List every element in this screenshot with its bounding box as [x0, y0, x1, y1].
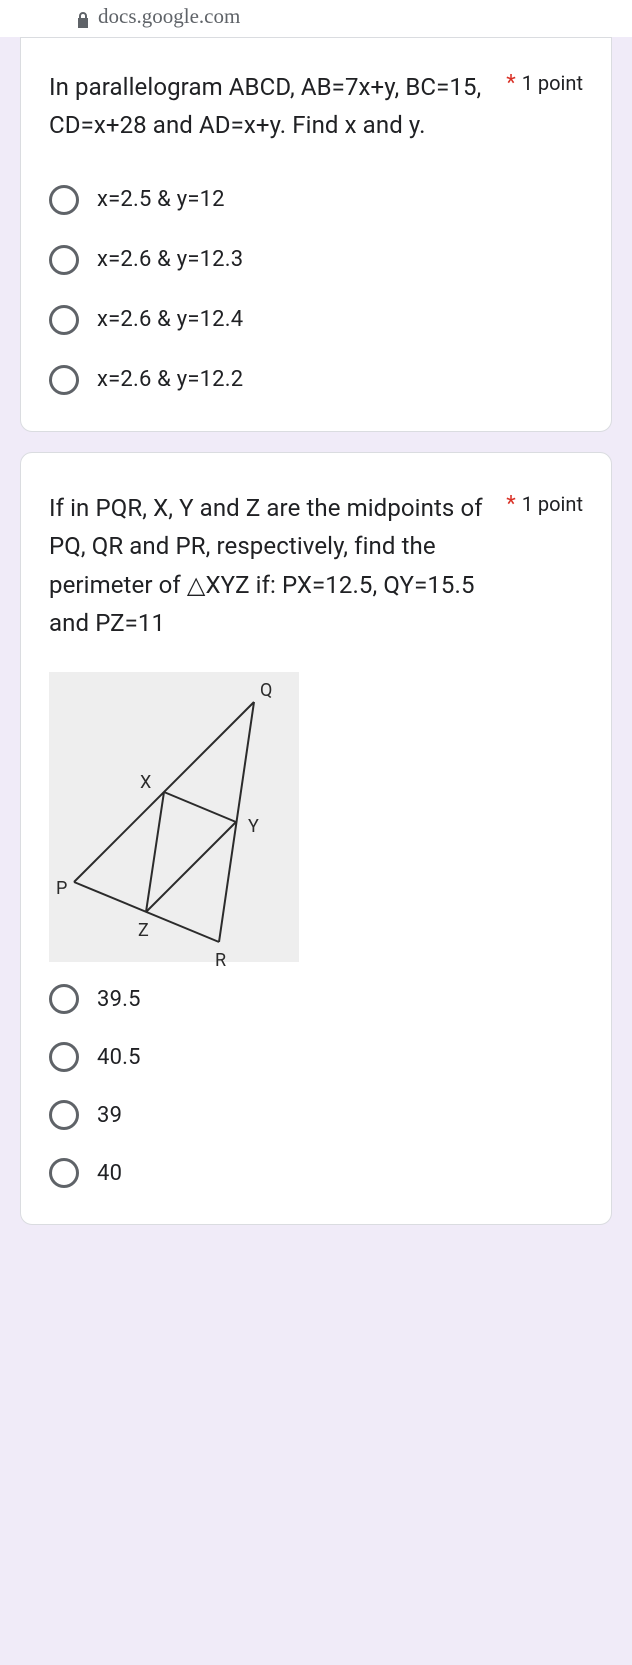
- radio-icon[interactable]: [49, 1042, 79, 1072]
- required-asterisk: *: [506, 492, 515, 517]
- figure-label-r: R: [215, 950, 226, 971]
- option-item[interactable]: 39.5: [49, 984, 583, 1014]
- figure-label-z: Z: [138, 920, 149, 941]
- option-item[interactable]: 39: [49, 1100, 583, 1130]
- points-label: 1 point: [522, 71, 583, 95]
- radio-icon[interactable]: [49, 984, 79, 1014]
- question-card-2: If in PQR, X, Y and Z are the midpoints …: [20, 452, 612, 1226]
- radio-icon[interactable]: [49, 1100, 79, 1130]
- option-label: x=2.6 & y=12.2: [97, 367, 243, 392]
- figure-label-x: X: [140, 772, 151, 793]
- radio-icon[interactable]: [49, 365, 79, 395]
- triangle-svg: [49, 672, 299, 962]
- url-text: docs.google.com: [98, 4, 240, 29]
- options-group: x=2.5 & y=12 x=2.6 & y=12.3 x=2.6 & y=12…: [49, 185, 583, 395]
- required-asterisk: *: [506, 71, 515, 96]
- question-points: * 1 point: [506, 489, 583, 517]
- option-label: 39.5: [97, 987, 141, 1012]
- question-text: If in PQR, X, Y and Z are the midpoints …: [49, 489, 488, 643]
- figure-label-p: P: [56, 878, 67, 899]
- option-label: 39: [97, 1103, 122, 1128]
- option-label: 40: [97, 1161, 122, 1186]
- triangle-figure: PQRXYZ: [49, 672, 299, 962]
- radio-icon[interactable]: [49, 305, 79, 335]
- option-label: x=2.5 & y=12: [97, 187, 225, 212]
- url-bar: docs.google.com: [0, 0, 632, 37]
- lock-icon: [76, 9, 90, 25]
- options-group: 39.5 40.5 39 40: [49, 984, 583, 1188]
- option-item[interactable]: x=2.6 & y=12.2: [49, 365, 583, 395]
- option-item[interactable]: x=2.6 & y=12.3: [49, 245, 583, 275]
- form-container: In parallelogram ABCD, AB=7x+y, BC=15, C…: [0, 37, 632, 1225]
- figure-label-y: Y: [248, 816, 259, 837]
- radio-icon[interactable]: [49, 185, 79, 215]
- option-item[interactable]: 40: [49, 1158, 583, 1188]
- option-label: x=2.6 & y=12.4: [97, 307, 243, 332]
- option-label: 40.5: [97, 1045, 141, 1070]
- radio-icon[interactable]: [49, 1158, 79, 1188]
- question-header: In parallelogram ABCD, AB=7x+y, BC=15, C…: [49, 68, 583, 145]
- figure-label-q: Q: [260, 680, 272, 701]
- option-item[interactable]: 40.5: [49, 1042, 583, 1072]
- question-points: * 1 point: [506, 68, 583, 96]
- option-item[interactable]: x=2.6 & y=12.4: [49, 305, 583, 335]
- option-item[interactable]: x=2.5 & y=12: [49, 185, 583, 215]
- question-header: If in PQR, X, Y and Z are the midpoints …: [49, 489, 583, 643]
- question-text: In parallelogram ABCD, AB=7x+y, BC=15, C…: [49, 68, 488, 145]
- question-card-1: In parallelogram ABCD, AB=7x+y, BC=15, C…: [20, 37, 612, 432]
- radio-icon[interactable]: [49, 245, 79, 275]
- option-label: x=2.6 & y=12.3: [97, 247, 243, 272]
- points-label: 1 point: [522, 492, 583, 516]
